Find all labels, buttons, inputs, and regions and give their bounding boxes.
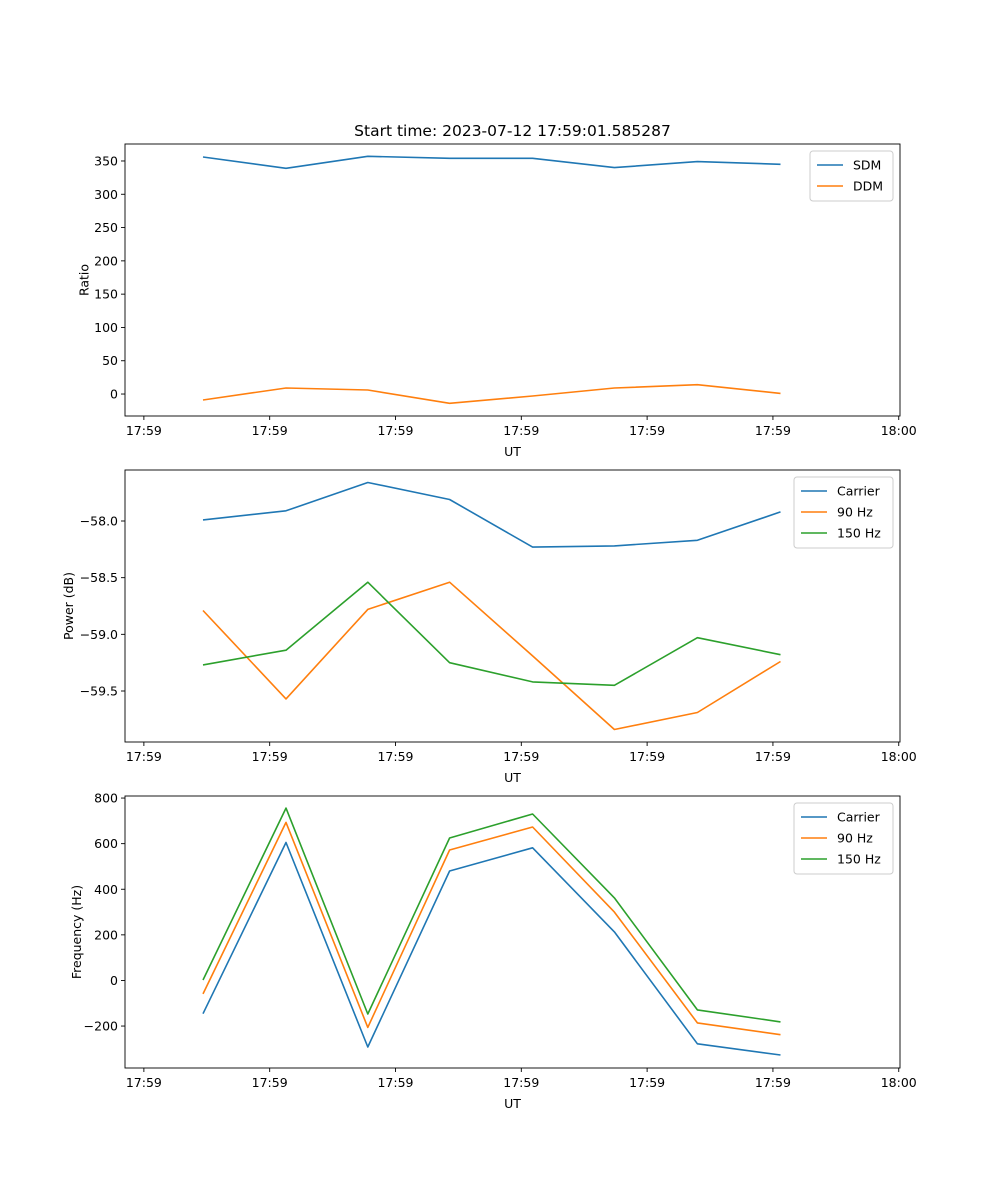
- legend: Carrier 90 Hz 150 Hz: [793, 476, 894, 549]
- y-tick-label: 0: [110, 973, 118, 988]
- legend-label: 150 Hz: [837, 852, 881, 867]
- subplot-2: 17:59 17:59 17:59 17:59 17:59 17:59 18:00 UT −58…: [61, 469, 917, 785]
- y-tick-label: −58.0: [80, 514, 118, 529]
- y-tick-label: −59.5: [80, 684, 118, 699]
- legend: Carrier 90 Hz 150 Hz: [793, 802, 894, 875]
- x-tick-label: 17:59: [503, 423, 539, 438]
- x-tick-label: 17:59: [252, 749, 288, 764]
- legend-box: [793, 802, 894, 875]
- y-axis-label: Ratio: [77, 264, 92, 296]
- x-axis-label: UT: [504, 444, 521, 459]
- series-line-150-hz: [202, 807, 781, 1023]
- y-tick-label: 600: [94, 836, 118, 851]
- x-tick-label: 17:59: [126, 749, 162, 764]
- x-tick-label: 17:59: [503, 1075, 539, 1090]
- x-tick-label: 18:00: [881, 1075, 917, 1090]
- y-tick-label: 200: [94, 253, 118, 268]
- x-tick-label: 17:59: [377, 749, 413, 764]
- y-tick-label: 50: [102, 353, 118, 368]
- y-axis-label: Power (dB): [61, 572, 76, 640]
- x-axis-label: UT: [504, 1096, 521, 1111]
- legend-label: Carrier: [837, 810, 881, 825]
- x-tick-label: 17:59: [126, 423, 162, 438]
- legend-box: [809, 150, 894, 202]
- series-line-ddm: [202, 383, 781, 405]
- series-line-150-hz: [202, 581, 781, 687]
- axes-frame: [124, 469, 901, 743]
- legend-label: Carrier: [837, 484, 881, 499]
- y-tick-label: 800: [94, 791, 118, 806]
- x-tick-label: 18:00: [881, 749, 917, 764]
- series-line-90-hz: [202, 821, 781, 1036]
- series-line-carrier: [202, 481, 781, 548]
- x-tick-label: 18:00: [881, 423, 917, 438]
- x-tick-label: 17:59: [377, 423, 413, 438]
- series-line-carrier: [202, 841, 781, 1056]
- y-tick-label: −200: [84, 1019, 118, 1034]
- y-tick-label: 350: [94, 153, 118, 168]
- y-tick-label: 0: [110, 387, 118, 402]
- legend-label: DDM: [853, 179, 883, 194]
- subplot-1: 17:59 17:59 17:59 17:59 17:59 17:59 18:00 UT 0 50…: [77, 143, 917, 459]
- x-tick-label: 17:59: [755, 1075, 791, 1090]
- legend-label: 90 Hz: [837, 831, 873, 846]
- subplot-3: 17:59 17:59 17:59 17:59 17:59 17:59 18:00 UT −20…: [69, 791, 917, 1111]
- x-tick-label: 17:59: [377, 1075, 413, 1090]
- series-line-90-hz: [202, 581, 781, 731]
- y-tick-label: 100: [94, 320, 118, 335]
- legend-label: 90 Hz: [837, 505, 873, 520]
- x-tick-label: 17:59: [126, 1075, 162, 1090]
- x-tick-label: 17:59: [755, 749, 791, 764]
- x-tick-label: 17:59: [629, 423, 665, 438]
- legend-label: 150 Hz: [837, 526, 881, 541]
- x-tick-label: 17:59: [629, 1075, 665, 1090]
- chart-title: Start time: 2023-07-12 17:59:01.585287: [354, 122, 671, 140]
- x-axis-label: UT: [504, 770, 521, 785]
- x-tick-label: 17:59: [755, 423, 791, 438]
- y-axis-label: Frequency (Hz): [69, 885, 84, 979]
- x-tick-label: 17:59: [252, 423, 288, 438]
- x-tick-label: 17:59: [629, 749, 665, 764]
- x-tick-label: 17:59: [503, 749, 539, 764]
- y-tick-label: −58.5: [80, 570, 118, 585]
- y-tick-label: −59.0: [80, 627, 118, 642]
- legend-box: [793, 476, 894, 549]
- axes-frame: [124, 143, 901, 417]
- series-line-sdm: [202, 155, 781, 170]
- y-tick-label: 200: [94, 927, 118, 942]
- x-tick-label: 17:59: [252, 1075, 288, 1090]
- y-tick-label: 300: [94, 187, 118, 202]
- legend-label: SDM: [853, 158, 881, 173]
- y-tick-label: 150: [94, 287, 118, 302]
- axes-frame: [124, 795, 901, 1069]
- legend: SDM DDM: [809, 150, 894, 202]
- y-tick-label: 400: [94, 882, 118, 897]
- y-tick-label: 250: [94, 220, 118, 235]
